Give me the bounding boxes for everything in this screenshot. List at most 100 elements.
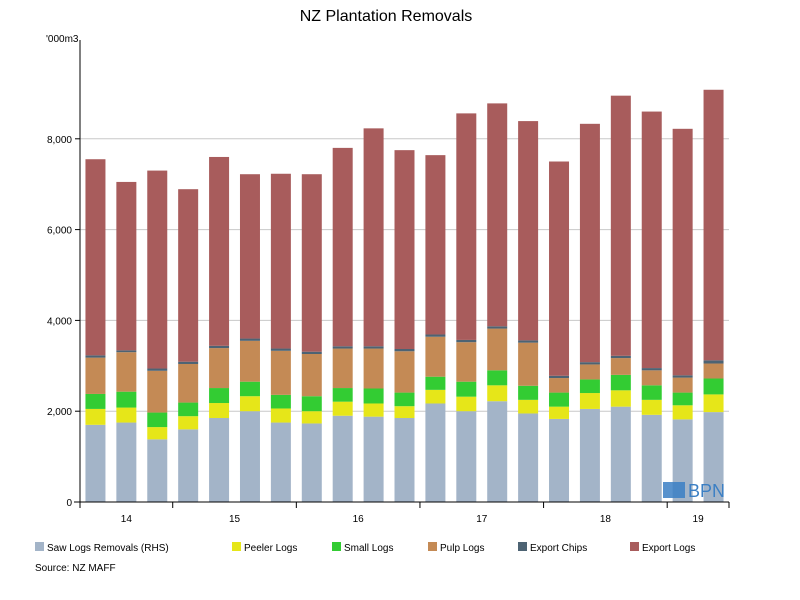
bar-stack-14Q3: [147, 170, 168, 502]
bar-14Q3-series-2: [147, 412, 168, 428]
bar-15Q3-series-3: [270, 350, 291, 395]
bar-14Q1-series-3: [85, 357, 106, 394]
bar-17Q4-series-2: [549, 392, 570, 407]
bar-stack-14Q1: [85, 159, 106, 502]
bar-16Q4-series-1: [425, 389, 446, 404]
bar-16Q3-series-0: [394, 418, 415, 502]
bar-15Q2-series-2: [239, 381, 260, 397]
bar-15Q4-series-5: [301, 174, 322, 352]
bar-17Q2-series-4: [487, 326, 508, 329]
bar-18Q3-series-1: [641, 399, 662, 415]
legend-swatch-1: [232, 542, 241, 551]
bar-19Q1-series-3: [703, 363, 724, 379]
bar-stack-17Q2: [487, 103, 508, 502]
bar-14Q2-series-5: [116, 181, 137, 351]
bar-stack-16Q3: [394, 150, 415, 502]
chart-title: NZ Plantation Removals: [300, 8, 473, 25]
bar-15Q3-series-4: [270, 348, 291, 351]
bar-18Q1-series-2: [579, 379, 600, 394]
bar-18Q2-series-5: [610, 95, 631, 356]
bar-15Q2-series-1: [239, 396, 260, 412]
bar-18Q2-series-0: [610, 406, 631, 502]
bar-16Q3-series-2: [394, 392, 415, 407]
bar-18Q4-series-2: [672, 392, 693, 406]
bar-16Q4-series-2: [425, 376, 446, 390]
bar-14Q3-series-5: [147, 170, 168, 369]
bar-17Q1-series-1: [456, 396, 477, 412]
y-tick-label-1: 2,000: [47, 407, 72, 418]
bar-17Q3-series-2: [518, 385, 539, 400]
legend-swatch-3: [428, 542, 437, 551]
bar-17Q2-series-3: [487, 328, 508, 371]
bar-19Q1-series-4: [703, 360, 724, 364]
bar-14Q3-series-0: [147, 439, 168, 502]
bar-16Q2-series-2: [363, 388, 384, 404]
bar-stack-15Q1: [209, 156, 230, 502]
legend-swatch-4: [518, 542, 527, 551]
bar-stack-18Q3: [641, 111, 662, 502]
x-group-label-17: 17: [476, 514, 488, 525]
bar-14Q1-series-2: [85, 393, 106, 409]
bar-16Q1-series-1: [332, 401, 353, 416]
bar-15Q3-series-1: [270, 408, 291, 423]
y-axis-unit-label: '000m3: [46, 34, 79, 45]
legend-swatch-0: [35, 542, 44, 551]
bar-14Q4-series-2: [178, 402, 199, 417]
y-tick-label-2: 4,000: [47, 316, 72, 327]
bar-stack-14Q4: [178, 189, 199, 502]
bar-14Q2-series-3: [116, 352, 137, 392]
bar-18Q4-series-3: [672, 377, 693, 393]
bar-17Q4-series-1: [549, 406, 570, 419]
legend-label-2: Small Logs: [344, 543, 393, 554]
bar-17Q3-series-3: [518, 342, 539, 386]
bar-16Q1-series-5: [332, 147, 353, 347]
y-tick-labels: 0 2,000 4,000 6,000 8,000: [47, 135, 80, 509]
bar-18Q4-series-0: [672, 419, 693, 502]
bar-stack-17Q3: [518, 121, 539, 502]
bar-15Q1-series-3: [209, 348, 230, 389]
bar-stack-19Q1: [703, 89, 724, 502]
bar-19Q1-series-1: [703, 394, 724, 413]
bar-stack-15Q3: [270, 173, 291, 502]
bar-18Q1-series-0: [579, 408, 600, 502]
bar-15Q1-series-4: [209, 345, 230, 349]
bar-16Q4-series-0: [425, 403, 446, 502]
bar-17Q4-series-5: [549, 161, 570, 376]
bar-15Q4-series-3: [301, 353, 322, 397]
bar-16Q4-series-4: [425, 334, 446, 337]
x-group-label-16: 16: [353, 514, 365, 525]
bar-18Q3-series-4: [641, 368, 662, 371]
bar-16Q2-series-5: [363, 128, 384, 347]
bar-15Q1-series-5: [209, 156, 230, 346]
x-tick-labels: 14 15 16 17 18 19: [79, 502, 730, 525]
source-note: Source: NZ MAFF: [35, 563, 116, 574]
bar-18Q1-series-3: [579, 364, 600, 380]
bar-16Q2-series-1: [363, 403, 384, 417]
bar-19Q1-series-5: [703, 89, 724, 361]
bar-16Q1-series-2: [332, 388, 353, 402]
bar-15Q4-series-0: [301, 423, 322, 502]
y-tick-label-3: 6,000: [47, 226, 72, 237]
legend-label-1: Peeler Logs: [244, 543, 297, 554]
bar-18Q4-series-5: [672, 128, 693, 376]
bar-16Q3-series-5: [394, 150, 415, 350]
bar-15Q1-series-2: [209, 388, 230, 404]
bar-17Q3-series-1: [518, 399, 539, 414]
bar-15Q3-series-5: [270, 173, 291, 349]
legend-label-3: Pulp Logs: [440, 543, 484, 554]
bar-17Q1-series-3: [456, 342, 477, 382]
bar-14Q2-series-2: [116, 391, 137, 408]
bpn-logo-icon: [663, 482, 685, 498]
bar-16Q3-series-1: [394, 406, 415, 419]
bar-17Q1-series-5: [456, 113, 477, 340]
bar-14Q2-series-0: [116, 422, 137, 502]
bar-15Q4-series-1: [301, 411, 322, 424]
bar-15Q4-series-4: [301, 351, 322, 354]
bar-stack-14Q2: [116, 181, 137, 502]
bar-16Q1-series-3: [332, 348, 353, 389]
bar-18Q2-series-1: [610, 390, 631, 407]
bar-14Q4-series-5: [178, 189, 199, 362]
legend-label-0: Saw Logs Removals (RHS): [47, 543, 169, 554]
bar-stack-16Q4: [425, 155, 446, 502]
bar-16Q1-series-0: [332, 415, 353, 502]
